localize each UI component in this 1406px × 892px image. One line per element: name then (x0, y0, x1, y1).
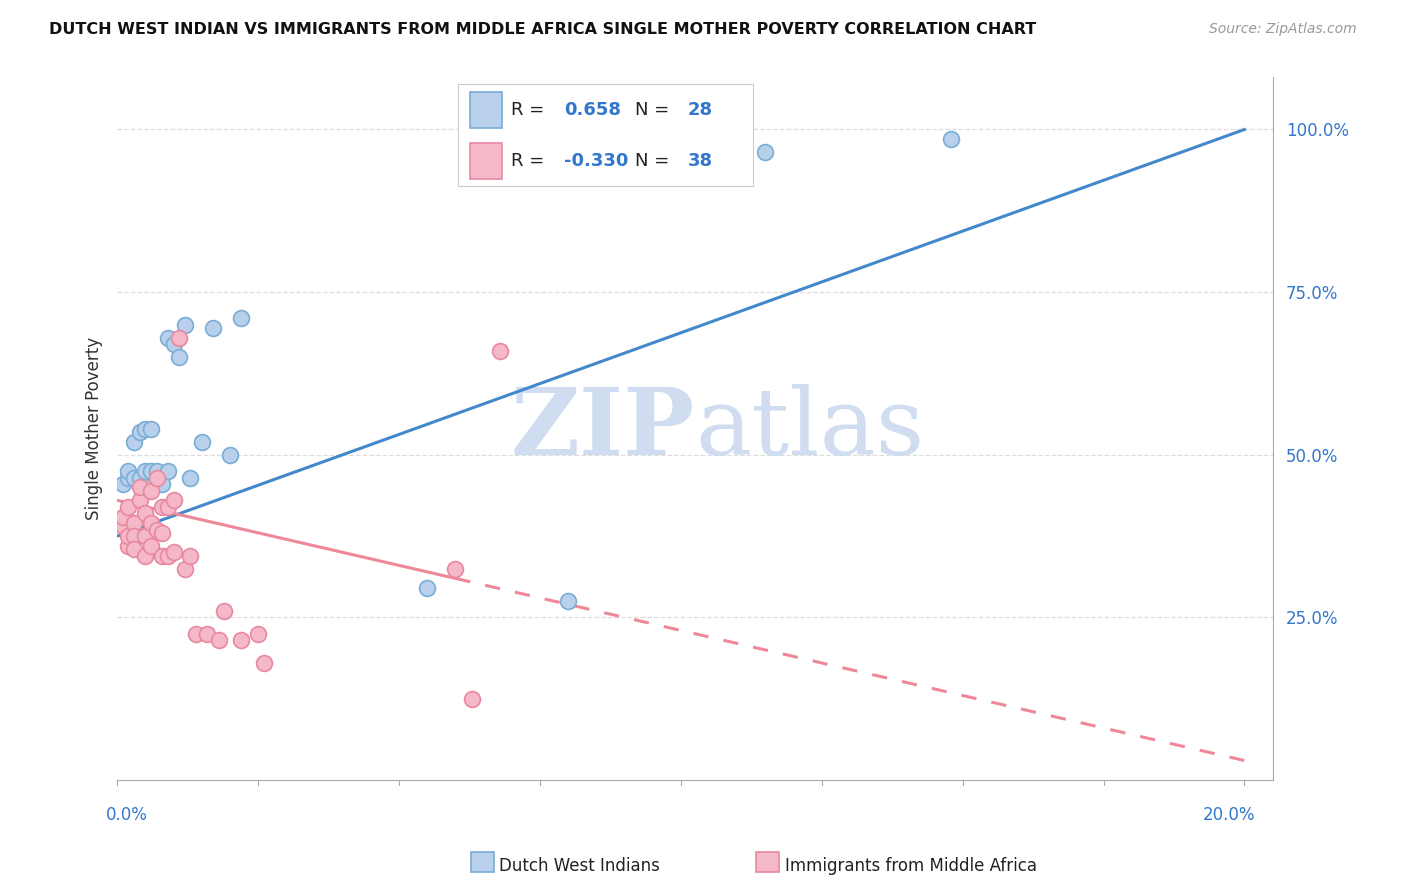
Point (156, 500, 179, 514)
Point (201, 321, 224, 335)
Point (128, 493, 150, 508)
Point (134, 464, 156, 478)
Text: Dutch West Indians: Dutch West Indians (499, 857, 659, 875)
Point (122, 542, 145, 557)
Text: DUTCH WEST INDIAN VS IMMIGRANTS FROM MIDDLE AFRICA SINGLE MOTHER POVERTY CORRELA: DUTCH WEST INDIAN VS IMMIGRANTS FROM MID… (49, 22, 1036, 37)
Point (134, 422, 156, 436)
Point (173, 561, 195, 575)
Point (416, 581, 439, 595)
Point (111, 509, 134, 524)
Point (139, 464, 162, 478)
Point (162, 337, 184, 351)
Point (208, 633, 231, 648)
Point (156, 464, 179, 478)
Point (139, 516, 162, 530)
Point (167, 331, 190, 345)
Point (134, 506, 156, 520)
Point (179, 549, 201, 563)
Point (195, 626, 218, 640)
Point (111, 519, 134, 533)
Point (150, 477, 173, 491)
Point (117, 464, 139, 478)
Point (150, 549, 173, 563)
Point (122, 434, 145, 449)
Point (231, 633, 253, 648)
Point (139, 483, 162, 498)
Point (117, 529, 139, 543)
Text: 0.0%: 0.0% (105, 806, 148, 824)
Point (247, 626, 270, 640)
Point (145, 523, 167, 537)
Point (139, 539, 162, 553)
Text: 20.0%: 20.0% (1204, 806, 1256, 824)
Point (461, 691, 484, 706)
Point (167, 350, 190, 364)
Point (128, 425, 150, 439)
Point (150, 500, 173, 514)
Point (145, 470, 167, 484)
Point (156, 549, 179, 563)
Point (122, 516, 145, 530)
Point (162, 493, 184, 508)
Point (134, 529, 156, 543)
Point (489, 343, 512, 358)
Point (139, 422, 162, 436)
Point (128, 470, 150, 484)
Point (173, 318, 195, 332)
Point (253, 656, 276, 670)
Point (150, 525, 173, 540)
Point (179, 470, 201, 484)
Point (134, 549, 156, 563)
Point (117, 470, 139, 484)
Point (231, 311, 253, 326)
Point (190, 434, 212, 449)
Text: ZIP: ZIP (510, 384, 695, 474)
Point (162, 545, 184, 559)
Point (128, 480, 150, 494)
Point (145, 477, 167, 491)
Point (122, 529, 145, 543)
Text: Source: ZipAtlas.com: Source: ZipAtlas.com (1209, 22, 1357, 37)
Y-axis label: Single Mother Poverty: Single Mother Poverty (86, 337, 103, 520)
Point (557, 594, 579, 608)
Point (122, 470, 145, 484)
Point (444, 561, 467, 575)
Point (117, 500, 139, 514)
Point (754, 145, 776, 160)
Point (214, 604, 236, 618)
Point (145, 464, 167, 478)
Text: atlas: atlas (695, 384, 924, 474)
Text: Immigrants from Middle Africa: Immigrants from Middle Africa (785, 857, 1036, 875)
Point (184, 626, 207, 640)
Point (941, 132, 963, 146)
Point (111, 477, 134, 491)
Point (156, 331, 179, 345)
Point (117, 539, 139, 553)
Point (219, 448, 242, 462)
